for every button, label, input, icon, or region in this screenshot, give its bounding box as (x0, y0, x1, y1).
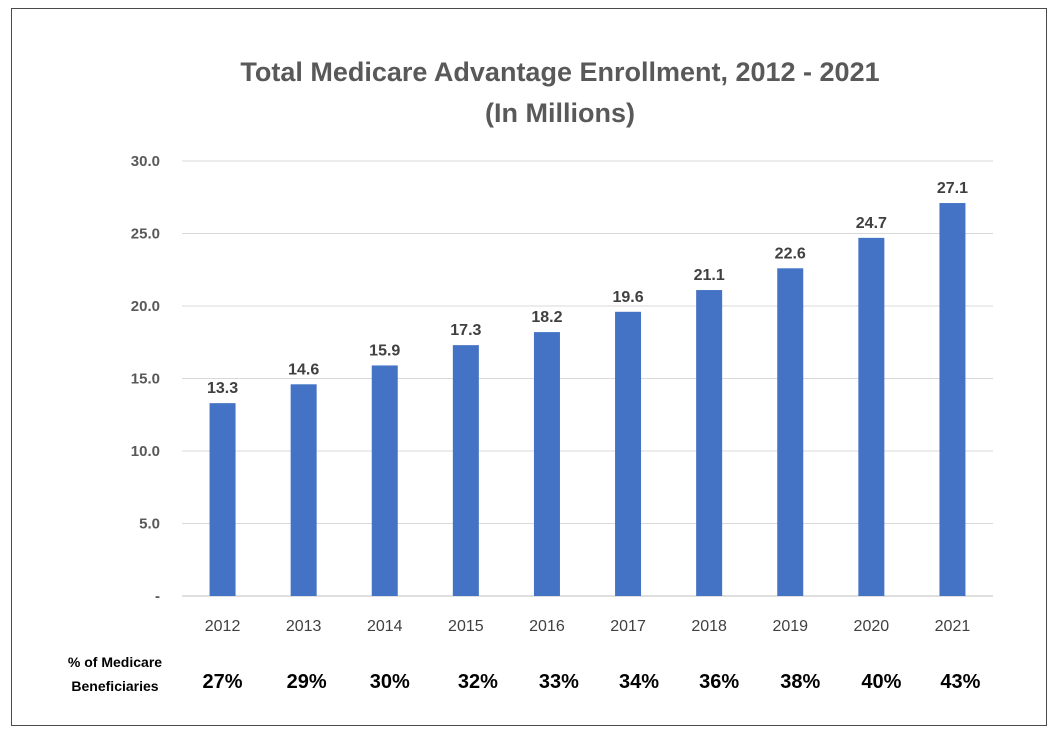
x-tick-label: 2020 (854, 618, 890, 635)
y-tick-label: 20.0 (131, 298, 160, 315)
data-label: 15.9 (369, 342, 400, 359)
beneficiaries-label-line1: % of Medicare (68, 654, 162, 670)
beneficiary-percentage: 38% (780, 671, 820, 693)
data-label: 19.6 (612, 289, 643, 306)
beneficiary-percentage: 32% (458, 671, 498, 693)
y-tick-label: 25.0 (131, 226, 160, 243)
data-label: 17.3 (450, 322, 481, 339)
gridlines (182, 160, 993, 597)
beneficiary-percentage: 27% (203, 671, 243, 693)
beneficiary-percentage: 33% (539, 671, 579, 693)
data-label: 13.3 (207, 380, 238, 397)
y-axis-ticks: - 5.0 10.0 15.0 20.0 25.0 30.0 (131, 153, 160, 605)
bar (939, 203, 966, 597)
data-label: 21.1 (694, 267, 725, 284)
bar (777, 268, 804, 596)
x-tick-label: 2017 (610, 618, 646, 635)
chart-title: Total Medicare Advantage Enrollment, 201… (240, 57, 879, 87)
beneficiary-percentage: 36% (699, 671, 739, 693)
beneficiaries-label-line2: Beneficiaries (71, 678, 158, 694)
bar (615, 311, 642, 596)
beneficiary-percentage: 40% (861, 671, 901, 693)
x-tick-label: 2012 (205, 618, 241, 635)
x-tick-label: 2015 (448, 618, 484, 635)
data-label: 14.6 (288, 361, 319, 378)
beneficiary-percentage: 30% (370, 671, 410, 693)
data-labels: 13.3 14.6 15.9 17.3 18.2 19.6 21.1 22.6 24.7 27.1 (207, 180, 968, 397)
x-axis-ticks: 2012 2013 2014 2015 2016 2017 2018 2019 2020 2021 (205, 618, 971, 635)
beneficiaries-percentages: 27% 29% 30% 32% 33% 34% 36% 38% 40% 43% (203, 671, 981, 693)
y-tick-label: 10.0 (131, 443, 160, 460)
bar (290, 384, 317, 596)
x-tick-label: 2016 (529, 618, 565, 635)
beneficiary-percentage: 43% (940, 671, 980, 693)
y-tick-label: 15.0 (131, 371, 160, 388)
bar (209, 403, 236, 596)
y-tick-label: 30.0 (131, 153, 160, 170)
x-tick-label: 2014 (367, 618, 403, 635)
beneficiary-percentage: 34% (619, 671, 659, 693)
data-label: 24.7 (856, 215, 887, 232)
bars (209, 203, 966, 597)
bar (696, 290, 723, 596)
x-tick-label: 2021 (935, 618, 971, 635)
bar (452, 345, 479, 596)
beneficiary-percentage: 29% (287, 671, 327, 693)
x-tick-label: 2013 (286, 618, 322, 635)
chart-subtitle: (In Millions) (485, 98, 635, 128)
data-label: 27.1 (937, 180, 968, 197)
data-label: 22.6 (775, 245, 806, 262)
bar (533, 332, 560, 596)
bar (371, 365, 398, 596)
bar (858, 237, 885, 596)
y-tick-label: 5.0 (139, 516, 160, 533)
x-tick-label: 2019 (772, 618, 808, 635)
x-tick-label: 2018 (691, 618, 727, 635)
y-tick-label: - (155, 588, 160, 605)
data-label: 18.2 (531, 309, 562, 326)
